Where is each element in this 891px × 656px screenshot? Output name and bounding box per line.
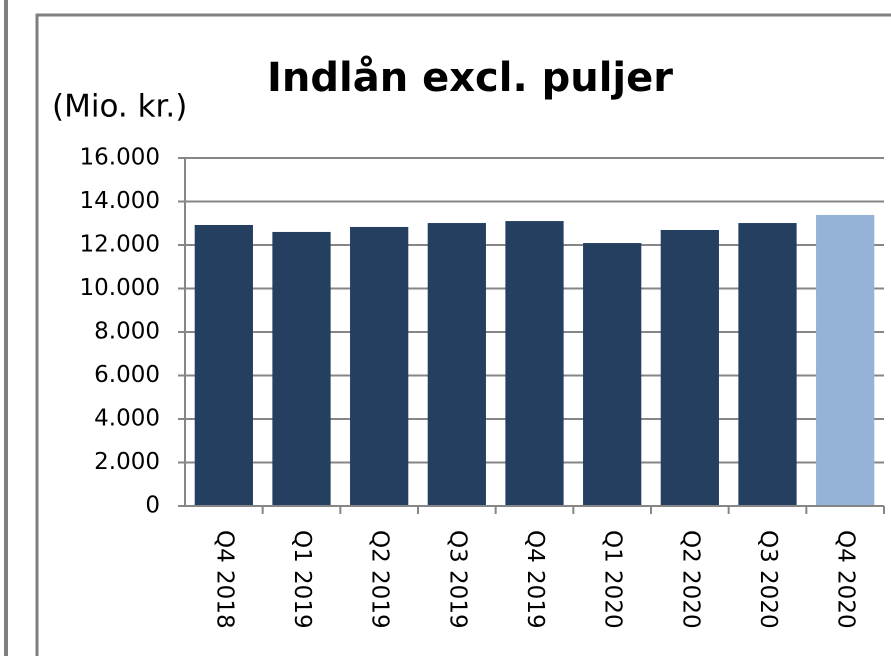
y-tick-label: 14.000: [80, 188, 160, 214]
x-tick-label: Q2 2019: [367, 530, 393, 629]
bar: [194, 224, 253, 507]
y-tick-label: 0: [145, 493, 160, 519]
bar: [350, 226, 409, 506]
x-tick-label: Q3 2020: [755, 530, 781, 629]
chart-border: [35, 13, 891, 656]
x-tick-label: Q3 2019: [444, 530, 470, 629]
y-tick-label: 16.000: [80, 145, 160, 171]
chart-title: Indlån excl. puljer: [267, 54, 673, 101]
y-tick-label: 2.000: [94, 449, 160, 475]
x-tick-label: Q1 2020: [600, 530, 626, 629]
x-tick-label: Q4 2019: [522, 530, 548, 629]
bar: [427, 223, 486, 506]
x-tick-label: Q1 2019: [289, 530, 315, 629]
y-tick-label: 12.000: [80, 232, 160, 258]
bar: [816, 214, 875, 507]
y-tick-label: 8.000: [94, 319, 160, 345]
y-axis-label: (Mio. kr.): [52, 89, 187, 125]
bar: [660, 229, 719, 506]
x-tick-label: Q4 2018: [211, 530, 237, 629]
y-tick-label: 6.000: [94, 362, 160, 388]
x-tick-label: Q2 2020: [677, 530, 703, 629]
bar: [583, 243, 642, 507]
y-tick-label: 10.000: [80, 275, 160, 301]
bar: [738, 223, 797, 506]
y-tick-label: 4.000: [94, 406, 160, 432]
x-tick-label: Q4 2020: [833, 530, 859, 629]
bar: [505, 221, 564, 506]
bar: [272, 231, 331, 506]
